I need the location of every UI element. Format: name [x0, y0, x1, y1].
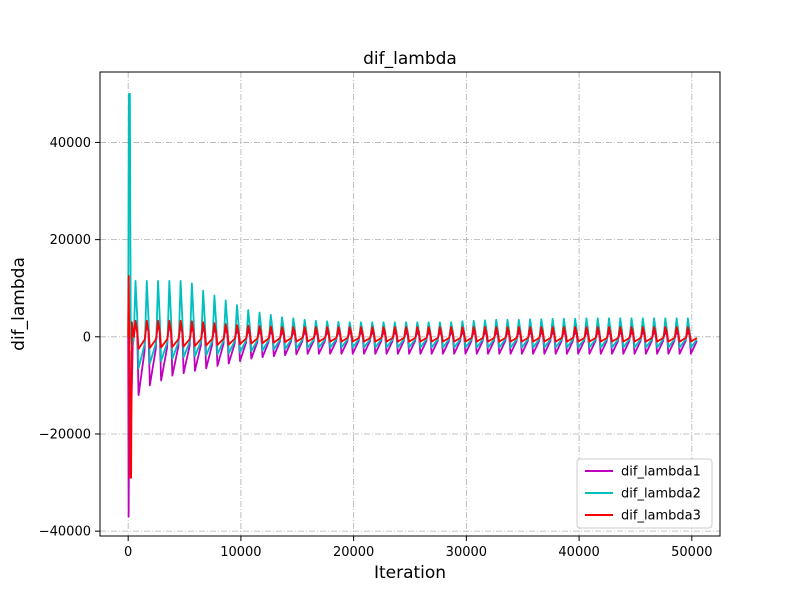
- legend-label-1: dif_lambda1: [621, 465, 701, 480]
- chart-title: dif_lambda: [363, 49, 457, 69]
- x-tick-label: 0: [124, 545, 132, 560]
- x-tick-label: 20000: [333, 545, 374, 560]
- gridlines: [100, 72, 720, 536]
- legend-label-2: dif_lambda2: [621, 487, 701, 502]
- x-tick-label: 10000: [220, 545, 261, 560]
- series-line-3: [127, 275, 698, 479]
- y-tick-label: 0: [83, 330, 91, 345]
- series-lines: [127, 92, 698, 518]
- y-axis-label: dif_lambda: [9, 257, 29, 351]
- axis-ticks: 0 10000 20000 30000 40000 50000 −40000 −20000 0 2…: [39, 136, 713, 560]
- plot-area-frame: [99, 71, 721, 537]
- legend-box: [576, 458, 713, 529]
- x-tick-label: 50000: [671, 545, 712, 560]
- y-tick-label: 20000: [50, 233, 91, 248]
- legend: dif_lambda1 dif_lambda2 dif_lambda3: [576, 458, 713, 529]
- y-tick-label: −40000: [39, 525, 91, 540]
- x-tick-label: 40000: [558, 545, 599, 560]
- x-axis-label: Iteration: [374, 563, 446, 583]
- x-tick-label: 30000: [446, 545, 487, 560]
- y-tick-label: 40000: [50, 136, 91, 151]
- legend-label-3: dif_lambda3: [621, 509, 701, 524]
- y-tick-label: −20000: [39, 427, 91, 442]
